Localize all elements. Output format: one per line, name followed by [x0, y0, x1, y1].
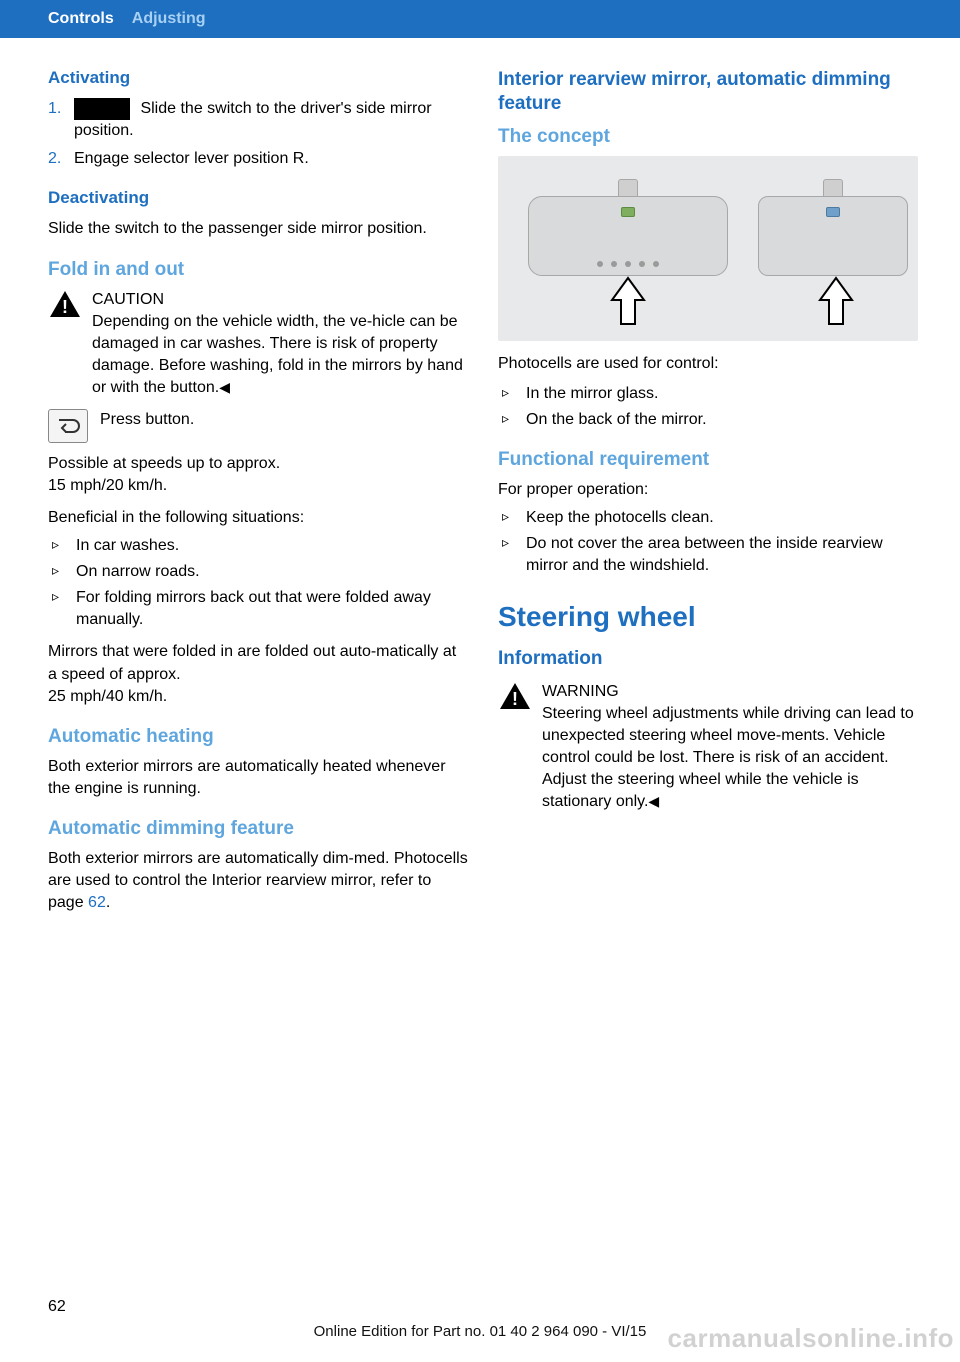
section-fold: Fold in and out ! CAUTION Depending on t…: [48, 259, 468, 708]
beneficial-intro: Beneficial in the following situations:: [48, 507, 468, 529]
svg-text:!: !: [62, 297, 68, 317]
section-autoheat: Automatic heating Both exterior mirrors …: [48, 726, 468, 800]
right-column: Interior rearview mirror, automatic dimm…: [498, 68, 918, 932]
speed-line1: Possible at speeds up to approx.: [48, 453, 468, 475]
page-number: 62: [48, 1298, 66, 1316]
caution-end: ◀: [219, 379, 230, 395]
caution-triangle-icon: !: [48, 289, 82, 319]
heading-funcreq: Functional requirement: [498, 449, 918, 471]
section-steering: Steering wheel Information ! WARNING Ste…: [498, 601, 918, 813]
heading-autodim: Automatic dimming feature: [48, 818, 468, 840]
arrow-up-front-icon: [608, 276, 648, 326]
heading-fold: Fold in and out: [48, 259, 468, 281]
caution-text-span: Depending on the vehicle width, the ve‐h…: [92, 313, 463, 396]
page-link-62[interactable]: 62: [88, 894, 106, 911]
caution-block: ! CAUTION Depending on the vehicle width…: [48, 289, 468, 399]
section-autodim: Automatic dimming feature Both exterior …: [48, 818, 468, 914]
auto-out-2: 25 mph/40 km/h.: [48, 686, 468, 708]
section-funcreq: Functional requirement For proper operat…: [498, 449, 918, 577]
breadcrumb-adjusting: Adjusting: [132, 10, 206, 28]
warning-text: Steering wheel adjustments while driving…: [542, 703, 918, 813]
press-button-row: Press button.: [48, 409, 468, 443]
step-1-num: 1.: [48, 98, 74, 142]
step-2-text: Engage selector lever position R.: [74, 148, 309, 170]
caution-label: CAUTION: [92, 289, 468, 311]
heading-autoheat: Automatic heating: [48, 726, 468, 748]
heading-activating: Activating: [48, 68, 468, 88]
arrow-up-back-icon: [816, 276, 856, 326]
switch-icon: [74, 98, 130, 120]
activating-steps: 1. Slide the switch to the driver's side…: [48, 98, 468, 170]
auto-out-1: Mirrors that were folded in are folded o…: [48, 641, 468, 685]
header-bar: Controls Adjusting: [0, 0, 960, 38]
photocells-list: In the mirror glass. On the back of the …: [498, 383, 918, 431]
step-2: 2. Engage selector lever position R.: [48, 148, 468, 170]
funcreq-2: Do not cover the area between the inside…: [498, 533, 918, 577]
beneficial-1: In car washes.: [48, 535, 468, 557]
step-2-num: 2.: [48, 148, 74, 170]
warning-end: ◀: [648, 793, 659, 809]
autoheat-text: Both exterior mirrors are automatically …: [48, 756, 468, 800]
deactivating-text: Slide the switch to the passenger side m…: [48, 218, 468, 240]
mirror-back-icon: [758, 196, 908, 276]
caution-text: Depending on the vehicle width, the ve‐h…: [92, 311, 468, 399]
svg-text:!: !: [512, 689, 518, 709]
photocell-2: On the back of the mirror.: [498, 409, 918, 431]
watermark: carmanualsonline.info: [668, 1323, 954, 1354]
fold-button-icon: [48, 409, 88, 443]
page-body: Activating 1. Slide the switch to the dr…: [0, 38, 960, 932]
warning-label: WARNING: [542, 681, 918, 703]
section-interior-mirror: Interior rearview mirror, automatic dimm…: [498, 68, 918, 431]
warning-triangle-icon: !: [498, 681, 532, 711]
warning-text-span: Steering wheel adjustments while driving…: [542, 705, 914, 810]
heading-information: Information: [498, 647, 918, 671]
breadcrumb-controls: Controls: [48, 10, 114, 28]
caution-body: CAUTION Depending on the vehicle width, …: [92, 289, 468, 399]
beneficial-list: In car washes. On narrow roads. For fold…: [48, 535, 468, 631]
warning-body: WARNING Steering wheel adjustments while…: [542, 681, 918, 813]
heading-concept: The concept: [498, 126, 918, 148]
mirror-figure: [498, 156, 918, 341]
funcreq-list: Keep the photocells clean. Do not cover …: [498, 507, 918, 577]
autodim-post: .: [106, 894, 110, 911]
beneficial-2: On narrow roads.: [48, 561, 468, 583]
beneficial-3: For folding mirrors back out that were f…: [48, 587, 468, 631]
autodim-pre: Both exterior mirrors are automatically …: [48, 850, 468, 911]
press-button-text: Press button.: [100, 409, 194, 431]
photocells-intro: Photocells are used for control:: [498, 353, 918, 375]
funcreq-1: Keep the photocells clean.: [498, 507, 918, 529]
heading-steering: Steering wheel: [498, 601, 918, 633]
warning-block: ! WARNING Steering wheel adjustments whi…: [498, 681, 918, 813]
photocell-1: In the mirror glass.: [498, 383, 918, 405]
funcreq-intro: For proper operation:: [498, 479, 918, 501]
mirror-front-icon: [528, 196, 728, 276]
speed-line2: 15 mph/20 km/h.: [48, 475, 468, 497]
section-deactivating: Deactivating Slide the switch to the pas…: [48, 188, 468, 240]
step-1: 1. Slide the switch to the driver's side…: [48, 98, 468, 142]
section-activating: Activating 1. Slide the switch to the dr…: [48, 68, 468, 170]
left-column: Activating 1. Slide the switch to the dr…: [48, 68, 468, 932]
step-1-text: Slide the switch to the driver's side mi…: [74, 98, 468, 142]
autodim-text: Both exterior mirrors are automatically …: [48, 848, 468, 914]
heading-deactivating: Deactivating: [48, 188, 468, 208]
heading-interior: Interior rearview mirror, automatic dimm…: [498, 68, 918, 116]
